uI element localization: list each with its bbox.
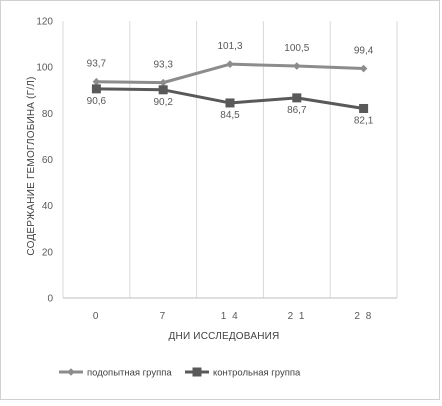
legend-item: контрольная группа [185, 367, 301, 379]
legend-label: подопытная группа [87, 368, 172, 379]
experimental-point [159, 78, 167, 87]
control-point [292, 93, 302, 103]
x-tick-label: 7 [160, 311, 167, 322]
x-axis-ticks: 0 7 1 4 2 1 2 8 [93, 311, 372, 322]
legend-item: подопытная группа [59, 368, 172, 379]
experimental-point [92, 77, 101, 86]
y-axis-title: СОДЕРЖАНИЕ ГЕМОГЛОБИНА (Г/Л) [26, 76, 37, 255]
y-tick-label: 60 [42, 155, 54, 166]
legend-label: контрольная группа [213, 368, 301, 379]
data-label: 84,5 [220, 110, 240, 121]
data-label: 82,1 [354, 115, 374, 126]
legend-marker [192, 367, 202, 377]
y-tick-label: 20 [42, 247, 54, 258]
y-tick-label: 120 [36, 17, 53, 28]
data-label: 90,2 [153, 97, 173, 108]
x-tick-label: 2 1 [288, 311, 306, 322]
y-tick-label: 0 [47, 294, 53, 305]
x-tick-label: 1 4 [221, 311, 239, 322]
control-point [225, 98, 235, 108]
control-point [158, 85, 168, 95]
data-label: 93,3 [153, 60, 173, 71]
y-axis-ticks: 0 20 40 60 80 100 120 [36, 17, 53, 305]
experimental-point [293, 62, 301, 70]
control-point [91, 84, 101, 94]
series-group [91, 60, 369, 113]
experimental-point [359, 64, 368, 73]
data-label: 99,4 [354, 46, 374, 57]
legend: подопытная группа контрольная группа [59, 367, 301, 379]
x-tick-label: 2 8 [354, 311, 372, 322]
control-point [359, 103, 369, 113]
y-tick-label: 40 [42, 201, 54, 212]
y-tick-label: 100 [36, 63, 53, 74]
data-label: 101,3 [217, 41, 242, 52]
data-labels: 93,7 93,3 101,3 100,5 99,4 90,6 90,2 84,5 86,7 82… [87, 41, 374, 126]
x-axis-title: ДНИ ИССЛЕДОВАНИЯ [169, 331, 280, 342]
legend-marker [67, 368, 75, 376]
y-tick-label: 80 [42, 109, 54, 120]
experimental-point [226, 60, 234, 68]
data-label: 86,7 [287, 105, 307, 116]
x-tick-label: 0 [93, 311, 100, 322]
data-label: 90,6 [87, 96, 107, 107]
data-label: 93,7 [87, 59, 107, 70]
data-label: 100,5 [284, 43, 309, 54]
